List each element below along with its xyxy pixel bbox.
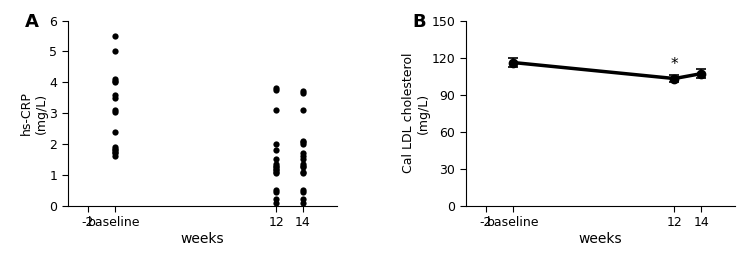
Text: A: A bbox=[25, 13, 38, 31]
Text: B: B bbox=[412, 13, 426, 31]
Text: *: * bbox=[670, 57, 678, 72]
X-axis label: weeks: weeks bbox=[578, 232, 622, 246]
X-axis label: weeks: weeks bbox=[180, 232, 224, 246]
Y-axis label: Cal LDL cholesterol
(mg/L): Cal LDL cholesterol (mg/L) bbox=[402, 53, 430, 173]
Y-axis label: hs-CRP
(mg/L): hs-CRP (mg/L) bbox=[20, 91, 48, 135]
